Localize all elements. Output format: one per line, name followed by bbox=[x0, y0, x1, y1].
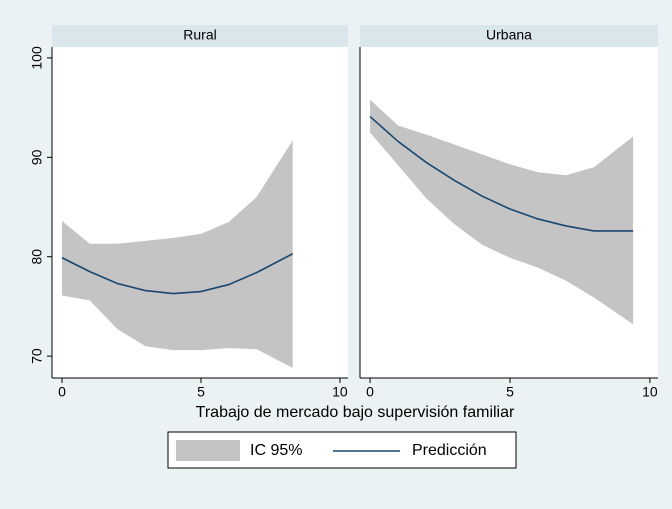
y-tick-label: 70 bbox=[29, 348, 45, 364]
x-axis-label: Trabajo de mercado bajo supervisión fami… bbox=[196, 404, 515, 421]
strip bbox=[360, 25, 658, 47]
y-tick-label: 90 bbox=[29, 149, 45, 165]
x-tick-label: 0 bbox=[58, 384, 66, 400]
ci-band bbox=[62, 140, 293, 369]
legend-swatch bbox=[176, 440, 240, 461]
ci-band bbox=[370, 99, 634, 325]
x-tick-label: 5 bbox=[506, 384, 514, 400]
legend-label: Predicción bbox=[412, 442, 487, 459]
prediction-line bbox=[61, 253, 294, 295]
y-tick-label: 80 bbox=[29, 249, 45, 265]
strip bbox=[52, 25, 348, 47]
legend-label: IC 95% bbox=[250, 442, 302, 459]
x-tick-label: 10 bbox=[332, 384, 348, 400]
prediction-line bbox=[369, 115, 634, 232]
x-tick-label: 0 bbox=[366, 384, 374, 400]
panel-title: Rural bbox=[183, 27, 216, 43]
x-tick-label: 5 bbox=[197, 384, 205, 400]
y-tick-label: 100 bbox=[29, 46, 45, 70]
x-tick-label: 10 bbox=[642, 384, 658, 400]
panel-title: Urbana bbox=[486, 27, 532, 43]
